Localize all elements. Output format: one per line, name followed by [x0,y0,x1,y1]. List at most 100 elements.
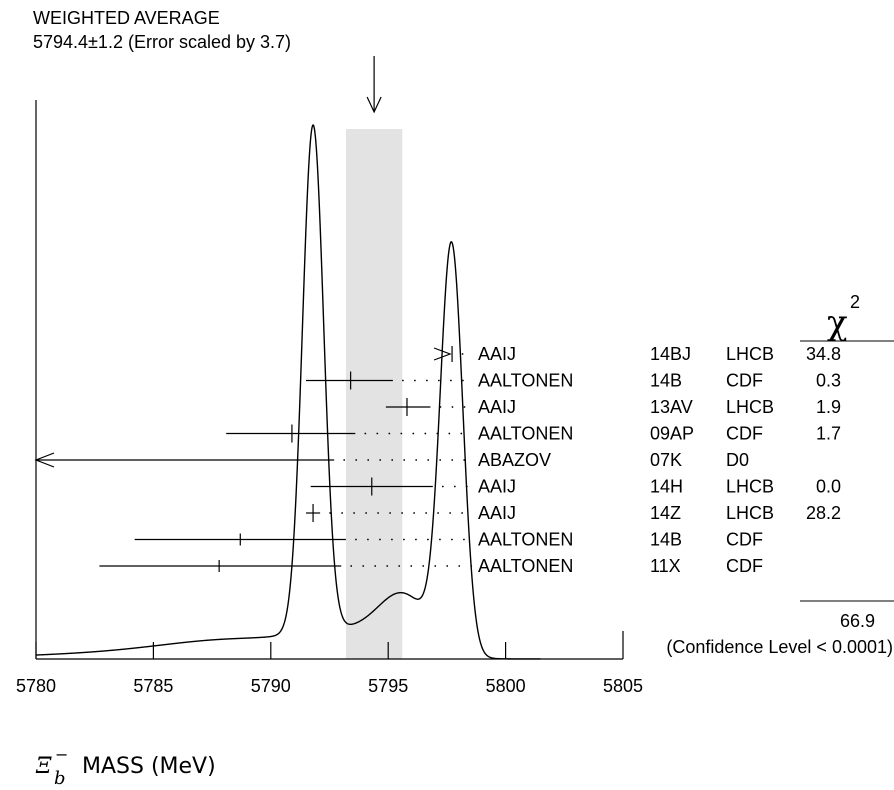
error-bar [433,347,452,361]
row-chi2: 0.0 [816,477,841,497]
chi2-symbol: χ [827,303,848,343]
leader-dot [355,538,357,541]
chart-title-line2: 5794.4±1.2 (Error scaled by 3.7) [33,32,291,52]
leader-dot [434,565,437,567]
leader-dot [400,432,403,435]
row-ref: 13AV [650,397,693,417]
leader-dot [458,565,461,567]
row-ref: 14B [650,371,682,391]
leader-dot [401,512,404,514]
leader-dot [439,459,442,461]
row-chi2: 1.7 [816,424,841,444]
row-author: AALTONEN [478,556,573,576]
measurement-error-bars [34,346,453,572]
row-author: AAIJ [478,344,516,364]
x-tick-label: 5790 [251,676,291,696]
average-band [345,129,403,659]
xlabel-symbol: Ξ [35,754,52,779]
row-author: ABAZOV [478,450,551,470]
row-exp: D0 [726,450,749,470]
row-ref: 14B [650,530,682,550]
row-chi2: 28.2 [806,503,841,523]
leader-dot [439,406,442,408]
leader-dot [451,406,454,408]
leader-dot [463,406,466,408]
row-exp: LHCB [726,397,774,417]
average-arrow [366,56,382,114]
row-exp: CDF [726,556,763,576]
row-ref: 14BJ [650,344,691,364]
leader-dot [441,485,444,488]
chi2-header: χ 2 [800,292,894,343]
leader-dot [453,485,456,488]
leader-dot [391,538,393,541]
leader-dot [451,538,453,541]
xlabel-superscript: − [55,745,68,764]
x-axis-label: Ξ − b MASS (MeV) [35,745,216,789]
row-ref: 11X [650,556,681,576]
leader-dot [362,565,365,567]
chi2-total: 66.9 [840,611,875,631]
leader-dot [364,432,367,435]
leader-dot [415,459,418,461]
out-of-range-arrow [34,452,55,468]
row-ref: 14Z [650,503,681,523]
x-axis-ticks [35,631,624,659]
row-author: AAIJ [478,477,516,497]
xlabel-subscript: b [54,768,66,789]
leader-dot [374,565,377,567]
chart-title-line1: WEIGHTED AVERAGE [33,8,220,28]
row-exp: LHCB [726,344,774,364]
leader-dot [436,432,439,435]
leader-dot [329,512,332,514]
x-axis-tick-labels: 5780 5785 5790 5795 5800 5805 [16,676,643,696]
ideogram-curve [35,123,541,660]
x-tick-label: 5800 [486,676,526,696]
row-chi2: 0.3 [816,371,841,391]
leader-dot [427,459,430,461]
leader-dot [350,565,353,567]
row-exp: CDF [726,530,763,550]
leader-dot [355,459,358,461]
leader-dot [386,565,389,567]
leader-dot [461,379,464,382]
leader-dot [427,538,429,541]
row-author: AALTONEN [478,530,573,550]
row-author: AALTONEN [478,371,573,391]
leader-dot [425,512,428,514]
leader-dot [353,512,356,514]
leader-dot [412,432,415,435]
leader-dot [413,379,416,382]
x-tick-label: 5785 [133,676,173,696]
confidence-level: (Confidence Level < 0.0001) [666,637,893,657]
chi2-superscript: 2 [850,292,860,312]
leader-dot [424,432,427,435]
leader-dot [341,512,344,514]
leader-dot [470,565,473,567]
leader-dot [367,459,370,461]
leader-dot [379,538,381,541]
leader-dot [460,432,463,435]
leader-dot [463,538,465,541]
row-exp: CDF [726,371,763,391]
leader-dot [461,512,464,514]
leader-dot [446,565,449,567]
leader-dot [401,379,404,382]
leader-dot [422,565,425,567]
row-ref: 07K [650,450,682,470]
leader-dot [415,538,417,541]
x-tick-label: 5805 [603,676,643,696]
leader-dot [451,459,454,461]
leader-dot [391,459,394,461]
leader-dot [461,353,464,355]
leader-dot [448,432,451,435]
leader-dot [465,485,468,488]
measurement-table: AAIJ 14BJ LHCB 34.8 AALTONEN 14B CDF 0.3 AAIJ 13A… [478,344,841,576]
leader-dot [343,459,346,461]
row-author: AAIJ [478,503,516,523]
measurement-leader-dots [329,353,473,567]
leader-dot [463,459,466,461]
leader-dot [377,512,380,514]
leader-dot [439,538,441,541]
